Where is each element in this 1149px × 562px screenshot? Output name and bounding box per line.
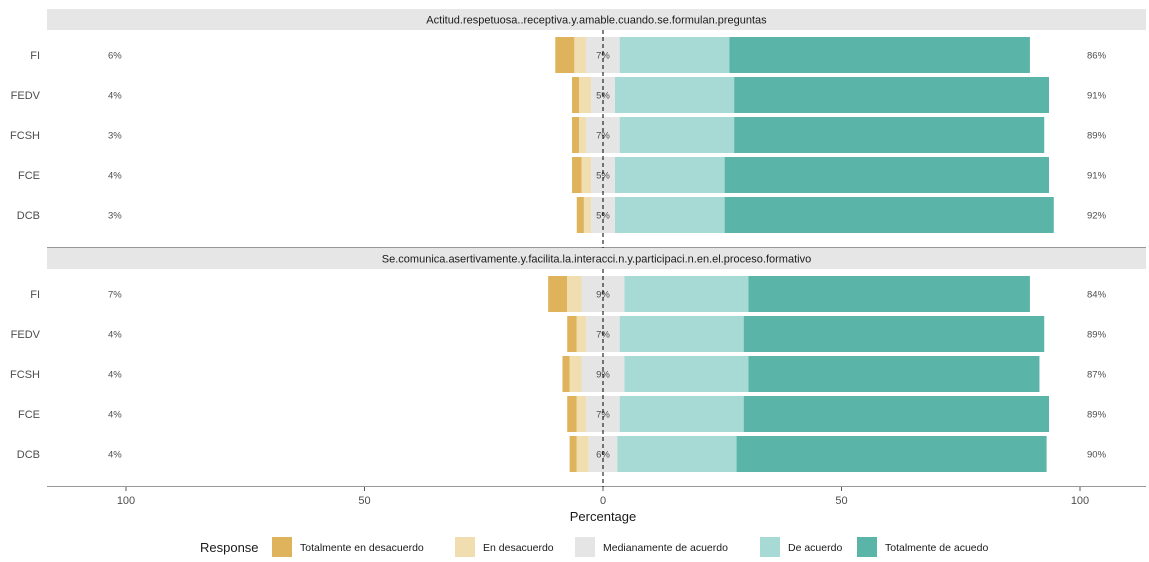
low-percent-label: 4% xyxy=(108,330,122,341)
legend-swatch xyxy=(272,537,292,557)
high-percent-label: 92% xyxy=(1087,211,1107,222)
high-percent-label: 86% xyxy=(1087,51,1107,62)
bar-segment-totalmente-de-acuerdo xyxy=(743,316,1045,352)
bar-segment-totalmente-en-desacuerdo xyxy=(567,316,577,352)
bar-segment-totalmente-de-acuerdo xyxy=(748,276,1030,312)
row-label: FI xyxy=(30,289,40,301)
row-label: FCE xyxy=(18,170,40,182)
legend-label: Medianamente de acuerdo xyxy=(603,542,728,554)
bar-segment-de-acuerdo xyxy=(619,396,744,432)
bar-segment-totalmente-en-desacuerdo xyxy=(576,197,584,233)
row-label: FCSH xyxy=(10,130,40,142)
bar-segment-en-desacuerdo xyxy=(583,197,592,233)
neutral-percent-label: 7% xyxy=(596,51,610,62)
bar-segment-de-acuerdo xyxy=(614,157,725,193)
bar-segment-en-desacuerdo xyxy=(579,77,592,113)
bar-segment-totalmente-en-desacuerdo xyxy=(548,276,568,312)
legend-swatch xyxy=(760,537,780,557)
row-label: FCE xyxy=(18,409,40,421)
bar-segment-totalmente-de-acuerdo xyxy=(724,157,1049,193)
bar-segment-totalmente-en-desacuerdo xyxy=(567,396,577,432)
high-percent-label: 91% xyxy=(1087,91,1107,102)
high-percent-label: 90% xyxy=(1087,450,1107,461)
bar-segment-en-desacuerdo xyxy=(574,37,587,73)
bar-segment-de-acuerdo xyxy=(619,316,744,352)
x-tick-label: 50 xyxy=(835,495,847,507)
legend-title: Response xyxy=(200,540,259,555)
x-axis-title: Percentage xyxy=(570,509,637,524)
bar-segment-de-acuerdo xyxy=(619,37,730,73)
legend-label: En desacuerdo xyxy=(483,542,554,554)
legend-swatch xyxy=(575,537,595,557)
bar-segment-totalmente-de-acuerdo xyxy=(736,436,1047,472)
bar-segment-de-acuerdo xyxy=(614,77,735,113)
panel-title: Se.comunica.asertivamente.y.facilita.la.… xyxy=(382,254,811,266)
bar-segment-en-desacuerdo xyxy=(576,436,589,472)
bar-segment-en-desacuerdo xyxy=(579,117,587,153)
bar-segment-de-acuerdo xyxy=(617,436,737,472)
bar-segment-totalmente-en-desacuerdo xyxy=(571,157,582,193)
bar-segment-totalmente-en-desacuerdo xyxy=(569,436,577,472)
neutral-percent-label: 9% xyxy=(596,290,610,301)
panel-title: Actitud.respetuosa..receptiva.y.amable.c… xyxy=(426,15,767,27)
low-percent-label: 3% xyxy=(108,211,122,222)
bar-segment-en-desacuerdo xyxy=(567,276,582,312)
legend-label: Totalmente en desacuerdo xyxy=(300,542,424,554)
high-percent-label: 89% xyxy=(1087,410,1107,421)
bar-segment-de-acuerdo xyxy=(619,117,735,153)
bar-segment-en-desacuerdo xyxy=(569,356,582,392)
high-percent-label: 91% xyxy=(1087,171,1107,182)
low-percent-label: 4% xyxy=(108,370,122,381)
high-percent-label: 87% xyxy=(1087,370,1107,381)
x-tick-label: 100 xyxy=(1071,495,1089,507)
bar-segment-totalmente-de-acuerdo xyxy=(734,77,1049,113)
panel-strip xyxy=(47,9,1146,30)
bar-segment-en-desacuerdo xyxy=(576,316,587,352)
row-label: FEDV xyxy=(11,329,41,341)
legend-swatch xyxy=(455,537,475,557)
x-tick-label: 50 xyxy=(358,495,370,507)
bar-segment-totalmente-en-desacuerdo xyxy=(571,77,580,113)
bar-segment-de-acuerdo xyxy=(624,356,749,392)
bar-segment-totalmente-en-desacuerdo xyxy=(555,37,575,73)
row-label: DCB xyxy=(17,210,40,222)
neutral-percent-label: 5% xyxy=(596,171,610,182)
low-percent-label: 6% xyxy=(108,51,122,62)
bar-segment-totalmente-de-acuerdo xyxy=(743,396,1049,432)
bar-segment-totalmente-de-acuerdo xyxy=(748,356,1040,392)
legend-label: De acuerdo xyxy=(788,542,842,554)
bar-segment-de-acuerdo xyxy=(624,276,749,312)
row-label: DCB xyxy=(17,449,40,461)
bar-segment-totalmente-de-acuerdo xyxy=(734,117,1045,153)
legend-swatch xyxy=(857,537,877,557)
row-label: FI xyxy=(30,50,40,62)
high-percent-label: 89% xyxy=(1087,330,1107,341)
bar-segment-totalmente-de-acuerdo xyxy=(729,37,1030,73)
bar-segment-de-acuerdo xyxy=(614,197,725,233)
low-percent-label: 3% xyxy=(108,131,122,142)
neutral-percent-label: 7% xyxy=(596,410,610,421)
bar-segment-totalmente-de-acuerdo xyxy=(724,197,1054,233)
row-label: FCSH xyxy=(10,369,40,381)
low-percent-label: 4% xyxy=(108,410,122,421)
low-percent-label: 4% xyxy=(108,171,122,182)
bar-segment-en-desacuerdo xyxy=(581,157,592,193)
neutral-percent-label: 5% xyxy=(596,211,610,222)
bar-segment-totalmente-en-desacuerdo xyxy=(571,117,580,153)
low-percent-label: 4% xyxy=(108,91,122,102)
bar-segment-totalmente-en-desacuerdo xyxy=(562,356,570,392)
x-tick-label: 100 xyxy=(117,495,135,507)
panel-strip xyxy=(47,248,1146,269)
row-label: FEDV xyxy=(11,90,41,102)
high-percent-label: 89% xyxy=(1087,131,1107,142)
low-percent-label: 4% xyxy=(108,450,122,461)
x-tick-label: 0 xyxy=(600,495,606,507)
bar-segment-en-desacuerdo xyxy=(576,396,587,432)
legend-label: Totalmente de acuedo xyxy=(885,542,988,554)
low-percent-label: 7% xyxy=(108,290,122,301)
high-percent-label: 84% xyxy=(1087,290,1107,301)
bar-segment-medianamente-de-acuerdo xyxy=(591,157,615,193)
